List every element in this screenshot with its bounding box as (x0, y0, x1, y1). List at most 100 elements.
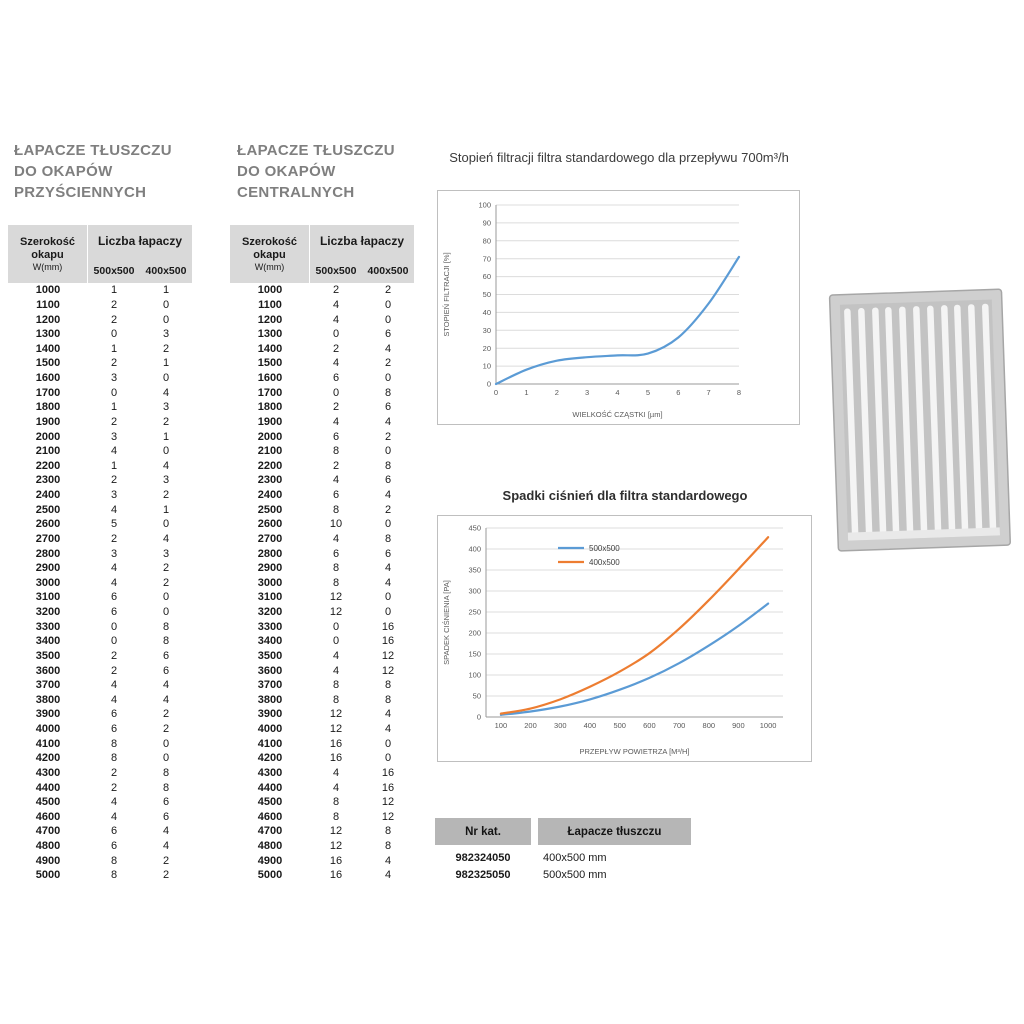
trap-count-cell: 4 (110, 796, 118, 809)
trap-count-cell: 4 (110, 679, 118, 692)
hood-width-cell: 3200 (257, 606, 283, 619)
table-row: 1300 0 3 (8, 327, 192, 342)
trap-count-cell: 8 (332, 679, 340, 692)
hood-width-cell: 1500 (35, 357, 61, 370)
center-table-title-line2: DO OKAPÓW (237, 163, 336, 180)
hood-width-cell: 4200 (257, 752, 283, 765)
hood-width-cell: 5000 (35, 869, 61, 882)
catalog-row: 982324050 400x500 mm (435, 849, 691, 866)
trap-count-cell: 6 (110, 606, 118, 619)
table-row: 4100 8 0 (8, 736, 192, 751)
trap-count-cell: 8 (332, 562, 340, 575)
trap-count-cell: 4 (332, 664, 340, 677)
table-row: 2800 6 6 (230, 546, 414, 561)
trap-count-cell: 2 (110, 415, 118, 428)
table-row: 1200 4 0 (230, 312, 414, 327)
hood-width-cell: 3100 (35, 591, 61, 604)
trap-count-cell: 16 (381, 781, 395, 794)
trap-count-cell: 4 (384, 489, 392, 502)
hood-width-cell: 3700 (35, 679, 61, 692)
x-axis-label: WIELKOŚĆ CZĄSTKI [µm] (572, 410, 662, 419)
y-tick-label: 80 (483, 236, 491, 245)
trap-count-cell: 8 (332, 810, 340, 823)
trap-count-cell: 8 (110, 737, 118, 750)
trap-count-cell: 2 (110, 298, 118, 311)
catalog-table-body: 982324050 400x500 mm 982325050 500x500 mm (435, 849, 691, 883)
table-row: 2900 8 4 (230, 561, 414, 576)
table-row: 4300 2 8 (8, 766, 192, 781)
trap-count-cell: 0 (110, 620, 118, 633)
hood-width-cell: 1600 (257, 372, 283, 385)
hood-width-cell: 4600 (257, 810, 283, 823)
hood-width-cell: 4700 (35, 825, 61, 838)
hood-width-cell: 2600 (257, 518, 283, 531)
x-tick-label: 900 (732, 721, 745, 730)
catalog-table: Nr kat. Łapacze tłuszczu 982324050 400x50… (435, 818, 691, 883)
hood-width-cell: 3800 (35, 693, 61, 706)
y-tick-label: 350 (468, 566, 481, 575)
hood-width-cell: 2200 (35, 459, 61, 472)
x-tick-label: 800 (703, 721, 716, 730)
hood-width-cell: 3300 (257, 620, 283, 633)
x-tick-label: 700 (673, 721, 686, 730)
x-tick-label: 8 (737, 388, 741, 397)
trap-count-cell: 2 (384, 357, 392, 370)
hood-width-cell: 2800 (257, 547, 283, 560)
y-tick-label: 20 (483, 344, 491, 353)
col-500x500-header: 500x500 (93, 265, 135, 277)
hood-width-cell: 2800 (35, 547, 61, 560)
table-row: 2800 3 3 (8, 546, 192, 561)
trap-count-cell: 10 (329, 518, 343, 531)
trap-count-cell: 2 (384, 430, 392, 443)
hood-width-cell: 3900 (35, 708, 61, 721)
left-table-title-line2: DO OKAPÓW (14, 163, 113, 180)
hood-width-cell: 1300 (257, 328, 283, 341)
trap-count-cell: 8 (384, 840, 392, 853)
trap-count-cell: 8 (332, 576, 340, 589)
pressure-chart-svg: 0 50 100 150 200 250 300 350 400 450 100 200 300 400 5… (442, 524, 783, 756)
hood-width-cell: 1300 (35, 328, 61, 341)
table-row: 3200 6 0 (8, 605, 192, 620)
table-row: 2200 2 8 (230, 459, 414, 474)
table-row: 4400 2 8 (8, 780, 192, 795)
x-tick-label: 6 (676, 388, 680, 397)
hood-width-cell: 3500 (257, 649, 283, 662)
hood-width-cell: 3100 (257, 591, 283, 604)
filter-bottom-edge (847, 527, 1001, 541)
x-tick-label: 7 (707, 388, 711, 397)
trap-count-cell: 0 (332, 635, 340, 648)
trap-count-columns-header: Liczba łapaczy 500x500 400x500 (88, 225, 192, 283)
hood-width-cell: 2300 (257, 474, 283, 487)
table-row: 2900 4 2 (8, 561, 192, 576)
table-row: 2000 6 2 (230, 429, 414, 444)
trap-count-cell: 0 (162, 518, 170, 531)
trap-count-cell: 0 (162, 445, 170, 458)
table-row: 2600 5 0 (8, 517, 192, 532)
y-tick-label: 70 (483, 254, 491, 263)
trap-count-cell: 0 (384, 752, 392, 765)
trap-count-cell: 4 (162, 693, 170, 706)
trap-count-cell: 1 (110, 459, 118, 472)
hood-width-cell: 3500 (35, 649, 61, 662)
trap-count-cell: 8 (332, 693, 340, 706)
trap-count-cell: 2 (162, 576, 170, 589)
trap-count-cell: 2 (110, 781, 118, 794)
trap-count-cell: 4 (384, 562, 392, 575)
trap-count-cell: 16 (381, 620, 395, 633)
trap-count-cell: 1 (162, 357, 170, 370)
table-row: 4800 6 4 (8, 839, 192, 854)
trap-count-cell: 4 (110, 562, 118, 575)
trap-count-cell: 4 (162, 679, 170, 692)
center-table-title-line3: CENTRALNYCH (237, 184, 355, 201)
hood-width-cell: 4500 (35, 796, 61, 809)
trap-count-cell: 3 (110, 430, 118, 443)
hood-width-cell: 2700 (35, 532, 61, 545)
trap-count-cell: 3 (162, 328, 170, 341)
catalog-number: 982325050 (455, 868, 511, 881)
table-row: 2700 2 4 (8, 532, 192, 547)
trap-count-cell: 6 (332, 547, 340, 560)
trap-count-cell: 8 (162, 781, 170, 794)
trap-count-cell: 8 (384, 459, 392, 472)
trap-count-cell: 4 (332, 532, 340, 545)
left-table-title-line1: ŁAPACZE TŁUSZCZU (14, 142, 172, 159)
